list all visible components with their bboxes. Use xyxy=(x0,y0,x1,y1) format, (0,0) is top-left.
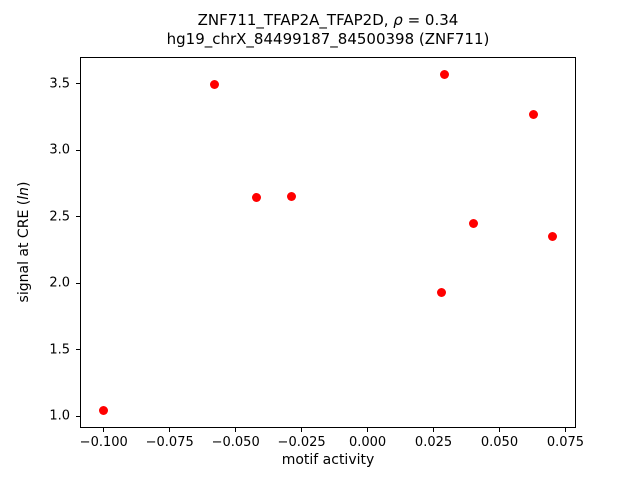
chart-title-line1: ZNF711_TFAP2A_TFAP2D, ρ = 0.34 xyxy=(80,11,576,30)
x-tick-mark xyxy=(564,428,566,432)
y-tick-mark xyxy=(76,415,80,417)
y-axis-label-ln: ln xyxy=(16,187,32,200)
x-axis-label: motif activity xyxy=(281,452,375,468)
y-tick-mark xyxy=(76,149,80,151)
scatter-point xyxy=(286,192,296,202)
y-tick-label: 1.5 xyxy=(49,342,70,358)
x-tick-label: 0.025 xyxy=(414,435,453,450)
x-tick-label: −0.075 xyxy=(145,435,194,450)
y-tick-mark xyxy=(76,216,80,218)
x-tick-mark xyxy=(498,428,500,432)
x-tick-mark xyxy=(169,428,171,432)
scatter-point xyxy=(99,406,109,416)
scatter-point xyxy=(468,218,478,228)
x-tick-mark xyxy=(433,428,435,432)
x-tick-label: −0.100 xyxy=(79,435,128,450)
scatter-point xyxy=(439,69,449,79)
y-axis-label-suffix: ) xyxy=(16,181,32,188)
x-tick-mark xyxy=(367,428,369,432)
chart-title: ZNF711_TFAP2A_TFAP2D, ρ = 0.34 hg19_chrX… xyxy=(80,11,576,49)
scatter-point xyxy=(547,232,557,242)
y-tick-mark xyxy=(76,349,80,351)
x-tick-mark xyxy=(235,428,237,432)
y-tick-label: 2.0 xyxy=(49,275,70,291)
y-tick-label: 3.0 xyxy=(49,142,70,158)
y-tick-mark xyxy=(76,282,80,284)
x-tick-label: −0.025 xyxy=(277,435,326,450)
scatter-point xyxy=(210,80,220,90)
chart-title-line2: hg19_chrX_84499187_84500398 (ZNF711) xyxy=(166,30,490,48)
y-tick-label: 1.0 xyxy=(49,408,70,424)
y-tick-label: 2.5 xyxy=(49,209,70,225)
x-tick-label: 0.050 xyxy=(480,435,519,450)
x-tick-label: 0.075 xyxy=(546,435,585,450)
plot-area xyxy=(80,57,576,428)
title-text-prefix: ZNF711_TFAP2A_TFAP2D, xyxy=(197,11,394,29)
x-tick-mark xyxy=(103,428,105,432)
x-tick-label: −0.050 xyxy=(211,435,260,450)
scatter-point xyxy=(252,193,262,203)
y-tick-mark xyxy=(76,83,80,85)
x-tick-label: 0.000 xyxy=(348,435,387,450)
title-correlation-value: = 0.34 xyxy=(402,11,459,29)
y-tick-label: 3.5 xyxy=(49,76,70,92)
scatter-point xyxy=(529,109,539,119)
title-rho-symbol: ρ xyxy=(393,11,403,29)
x-tick-mark xyxy=(301,428,303,432)
scatter-point xyxy=(436,287,446,297)
